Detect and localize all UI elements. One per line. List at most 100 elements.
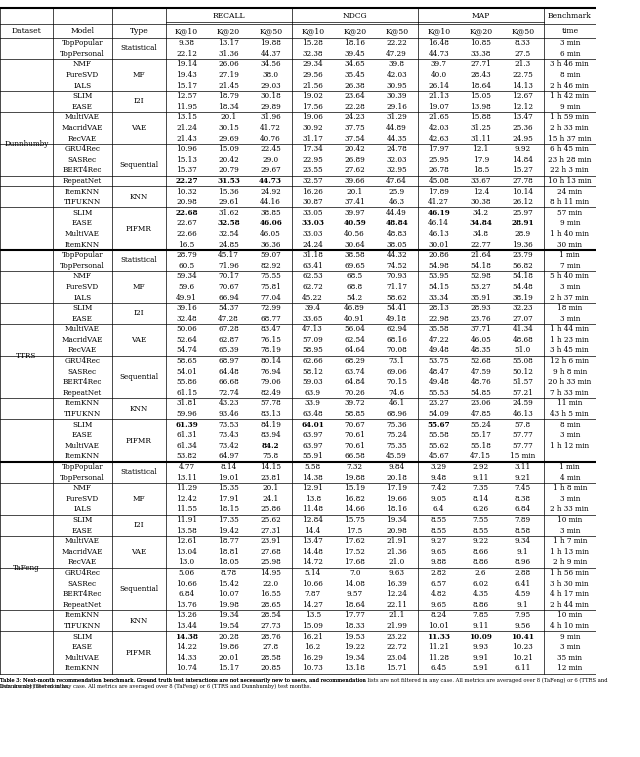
Text: 9 min: 9 min <box>559 103 580 111</box>
Text: 33.34: 33.34 <box>429 294 449 301</box>
Text: 19.34: 19.34 <box>218 612 239 619</box>
Text: 3.11: 3.11 <box>515 463 531 471</box>
Text: 25.62: 25.62 <box>260 516 281 524</box>
Text: 75.35: 75.35 <box>387 442 407 450</box>
Text: 15.13: 15.13 <box>176 156 197 164</box>
Text: 18.79: 18.79 <box>218 92 239 100</box>
Text: 55.86: 55.86 <box>176 378 197 386</box>
Text: 15.05: 15.05 <box>470 92 491 100</box>
Text: 44.73: 44.73 <box>259 177 282 185</box>
Text: 10 min: 10 min <box>557 516 582 524</box>
Text: 17.52: 17.52 <box>344 548 365 556</box>
Text: 24.92: 24.92 <box>260 188 281 195</box>
Text: 24.85: 24.85 <box>218 241 239 248</box>
Text: VAE: VAE <box>131 124 147 132</box>
Text: 73.53: 73.53 <box>218 421 239 428</box>
Text: 19.42: 19.42 <box>218 527 239 534</box>
Text: 9.05: 9.05 <box>431 495 447 503</box>
Text: 73.42: 73.42 <box>218 442 239 450</box>
Text: 21.45: 21.45 <box>218 82 239 89</box>
Text: 10.32: 10.32 <box>176 188 197 195</box>
Text: TIFUKNN: TIFUKNN <box>64 198 101 206</box>
Text: 22.95: 22.95 <box>302 156 323 164</box>
Text: 79.06: 79.06 <box>260 378 281 386</box>
Text: 4.59: 4.59 <box>515 590 531 598</box>
Text: 3 min: 3 min <box>559 527 580 534</box>
Text: 9.27: 9.27 <box>431 537 447 545</box>
Text: 11.55: 11.55 <box>176 506 197 513</box>
Text: IALS: IALS <box>73 294 92 301</box>
Text: 64.48: 64.48 <box>218 368 239 375</box>
Text: 8.24: 8.24 <box>431 612 447 619</box>
Text: 30.01: 30.01 <box>428 241 449 248</box>
Bar <box>1 366 596 377</box>
Text: 5.14: 5.14 <box>305 569 321 577</box>
Text: 22.67: 22.67 <box>176 220 197 227</box>
Text: 59.6: 59.6 <box>179 283 195 291</box>
Text: 21.64: 21.64 <box>470 251 491 259</box>
Text: 19.86: 19.86 <box>218 643 239 651</box>
Text: 36.36: 36.36 <box>260 241 281 248</box>
Text: 61.31: 61.31 <box>176 431 197 439</box>
Text: MacridVAE: MacridVAE <box>61 336 103 344</box>
Text: 1 h 8 min: 1 h 8 min <box>552 484 587 492</box>
Text: 18.34: 18.34 <box>218 103 239 111</box>
Text: 10.66: 10.66 <box>302 580 323 587</box>
Text: 55.08: 55.08 <box>513 357 533 365</box>
Text: 57.77: 57.77 <box>513 442 533 450</box>
Bar <box>1 663 596 674</box>
Text: 9.56: 9.56 <box>515 622 531 630</box>
Text: 15.17: 15.17 <box>218 665 239 672</box>
Text: I2I: I2I <box>134 522 144 529</box>
Text: 20.42: 20.42 <box>344 145 365 153</box>
Text: 19.06: 19.06 <box>302 114 323 121</box>
Text: 70.61: 70.61 <box>344 431 365 439</box>
Text: 12.4: 12.4 <box>472 188 489 195</box>
Text: 10.07: 10.07 <box>218 590 239 598</box>
Text: 53.95: 53.95 <box>428 273 449 280</box>
Text: 69.65: 69.65 <box>344 262 365 269</box>
Text: 25.36: 25.36 <box>513 124 533 132</box>
Text: 32.23: 32.23 <box>513 304 533 312</box>
Text: 15.36: 15.36 <box>218 188 239 195</box>
Text: 3 h 30 min: 3 h 30 min <box>550 580 589 587</box>
Text: 15 min: 15 min <box>510 453 535 460</box>
Text: 43 h 5 min: 43 h 5 min <box>550 410 589 418</box>
Text: 33.38: 33.38 <box>470 50 491 58</box>
Bar <box>1 610 596 621</box>
Bar <box>1 388 596 398</box>
Bar <box>1 578 596 589</box>
Text: 15.09: 15.09 <box>218 145 239 153</box>
Text: 55.91: 55.91 <box>302 453 323 460</box>
Text: 11.91: 11.91 <box>176 516 197 524</box>
Text: K@10: K@10 <box>427 27 451 35</box>
Text: 3 h 46 min: 3 h 46 min <box>550 61 589 68</box>
Text: 68.29: 68.29 <box>344 357 365 365</box>
Text: 32.57: 32.57 <box>302 177 323 185</box>
Text: 14.27: 14.27 <box>302 601 323 609</box>
Text: 24.95: 24.95 <box>513 135 533 142</box>
Bar <box>1 483 596 494</box>
Text: 9 min: 9 min <box>559 633 580 640</box>
Text: 21.36: 21.36 <box>387 548 407 556</box>
Text: 10.14: 10.14 <box>512 188 533 195</box>
Text: 6.45: 6.45 <box>431 665 447 672</box>
Text: 49.48: 49.48 <box>428 347 449 354</box>
Text: 2 h 46 min: 2 h 46 min <box>550 82 589 89</box>
Text: 22.12: 22.12 <box>176 50 197 58</box>
Text: 62.87: 62.87 <box>218 336 239 344</box>
Text: 6.84: 6.84 <box>515 506 531 513</box>
Text: 82.49: 82.49 <box>260 389 281 397</box>
Text: 41.34: 41.34 <box>513 326 533 333</box>
Text: SASRec: SASRec <box>68 368 97 375</box>
Text: 64.84: 64.84 <box>344 378 365 386</box>
Text: 27.8: 27.8 <box>262 643 278 651</box>
Text: 29.69: 29.69 <box>218 135 239 142</box>
Text: 38.85: 38.85 <box>260 209 281 217</box>
Bar <box>1 207 596 218</box>
Bar <box>1 547 596 557</box>
Text: 16.82: 16.82 <box>344 495 365 503</box>
Text: Table 3: Next-month recommendation benchmark. Ground truth test interactions are: Table 3: Next-month recommendation bench… <box>1 678 608 689</box>
Text: 63.48: 63.48 <box>302 410 323 418</box>
Text: 29.16: 29.16 <box>387 103 407 111</box>
